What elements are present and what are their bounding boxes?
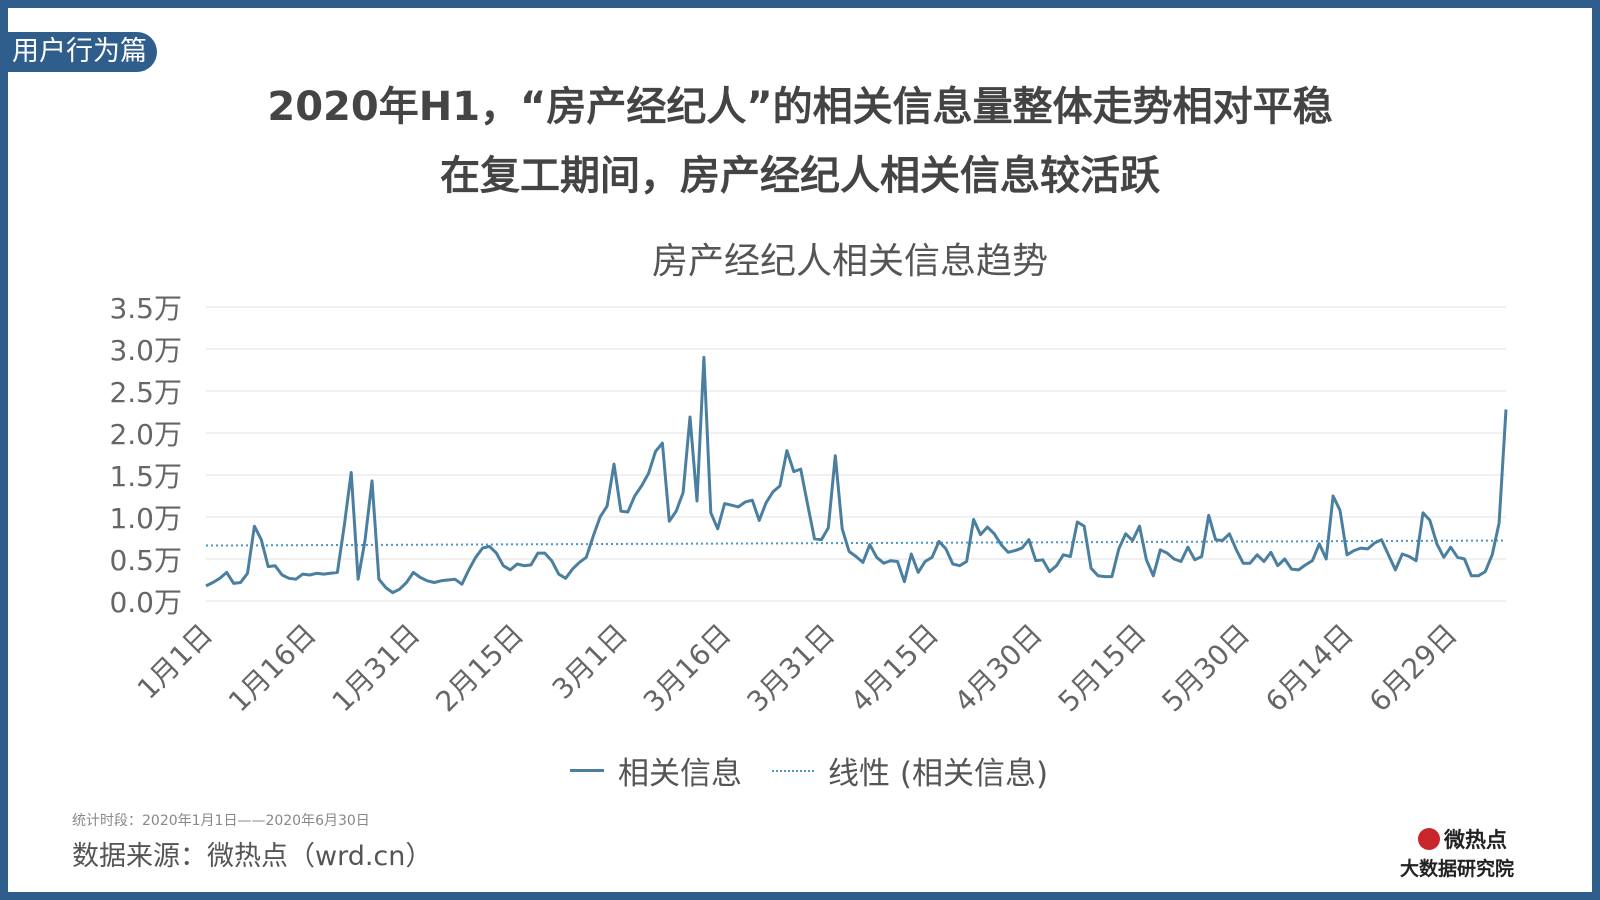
chart-title: 房产经纪人相关信息趋势 (651, 241, 1048, 282)
logo-text-main: 微热点 (1444, 828, 1507, 852)
x-tick-label: 3月1日 (546, 618, 634, 706)
x-tick-label: 1月1日 (131, 618, 219, 706)
section-tag: 用户行为篇 (8, 32, 157, 72)
y-tick-label: 3.0万 (109, 334, 182, 367)
weirediandian-logo: 微热点 大数据研究院 (1400, 824, 1560, 880)
x-tick-label: 1月16日 (222, 618, 323, 719)
x-tick-label: 4月30日 (948, 618, 1049, 719)
x-tick-label: 3月16日 (637, 618, 738, 719)
legend-label-trend: 线性 (相关信息) (828, 756, 1049, 792)
x-tick-label: 4月15日 (844, 618, 945, 719)
x-tick-label: 1月31日 (326, 618, 427, 719)
legend-label-series: 相关信息 (618, 756, 742, 792)
x-tick-label: 5月30日 (1155, 618, 1256, 719)
x-tick-label: 5月15日 (1052, 618, 1153, 719)
legend-item-trend: 线性 (相关信息) (772, 748, 1048, 793)
y-tick-label: 0.0万 (109, 586, 182, 619)
legend-item-series: 相关信息 (570, 748, 742, 793)
y-tick-label: 1.5万 (109, 460, 182, 493)
data-source: 数据来源：微热点（wrd.cn） (72, 841, 433, 872)
stat-period: 统计时段：2020年1月1日——2020年6月30日 (72, 813, 370, 829)
trend-line (205, 539, 1507, 547)
y-tick-label: 2.0万 (109, 418, 182, 451)
chart-legend: 相关信息 线性 (相关信息) (570, 748, 1078, 793)
headline-line-1: 2020年H1，“房产经纪人”的相关信息量整体走势相对平稳 (267, 84, 1333, 130)
headline-line-2: 在复工期间，房产经纪人相关信息较活跃 (440, 153, 1160, 199)
legend-swatch-solid-icon (570, 769, 604, 772)
logo-text-sub: 大数据研究院 (1400, 858, 1515, 880)
x-tick-label: 3月31日 (741, 618, 842, 719)
x-tick-label: 6月29日 (1363, 618, 1464, 719)
legend-swatch-dotted-icon (772, 769, 814, 772)
y-tick-label: 1.0万 (109, 502, 182, 535)
weibo-eye-icon (1418, 828, 1440, 850)
y-tick-label: 3.5万 (109, 292, 182, 325)
y-tick-label: 2.5万 (109, 376, 182, 409)
series-line-related-info (205, 355, 1508, 595)
y-tick-label: 0.5万 (109, 544, 182, 577)
x-tick-label: 6月14日 (1259, 618, 1360, 719)
x-tick-label: 2月15日 (429, 618, 530, 719)
